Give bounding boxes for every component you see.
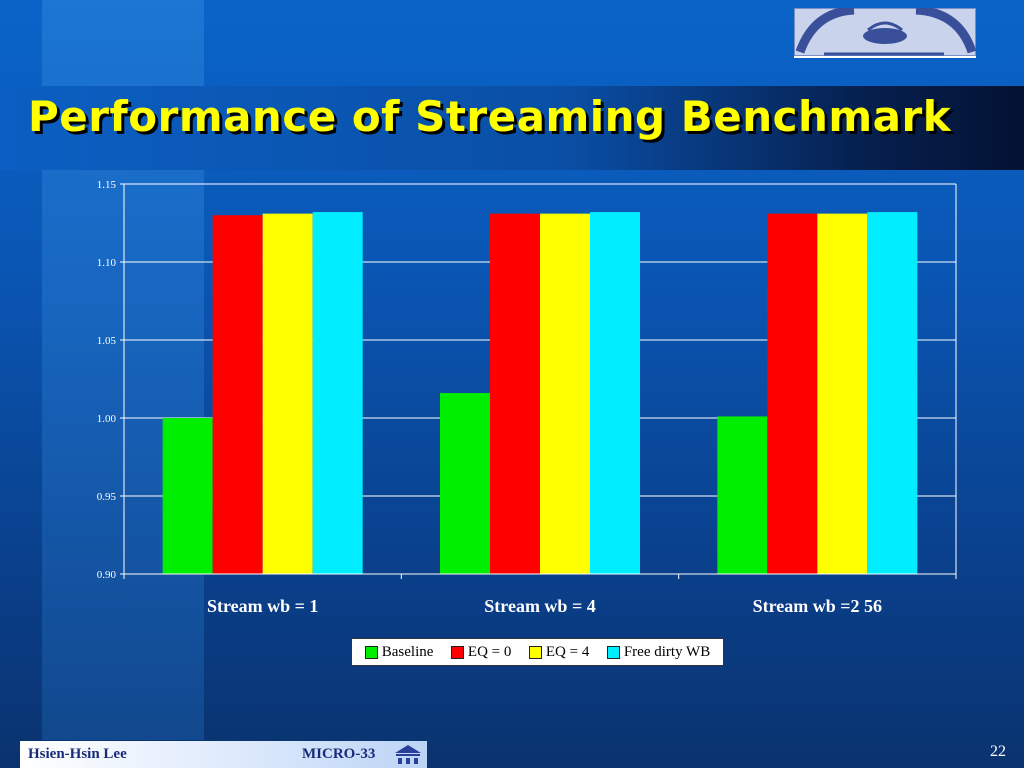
bar [867, 212, 918, 574]
legend-label-baseline: Baseline [381, 643, 434, 660]
bar [490, 213, 540, 574]
legend-swatch-eq4 [528, 645, 542, 659]
bar [817, 213, 868, 574]
chart-svg: 0.90 0.95 1.00 1.05 1.10 1.15 Stream wb = 1 Str… [97, 179, 957, 616]
legend-label-eq0: EQ = 0 [467, 643, 512, 660]
title-band [0, 86, 1024, 170]
y-tick-label: 1.05 [97, 335, 117, 347]
legend-item-baseline: Baseline [364, 643, 434, 661]
legend-item-eq4: EQ = 4 [528, 643, 590, 661]
y-tick-label: 1.15 [97, 179, 117, 191]
page-number: 22 [990, 743, 1006, 760]
bar [717, 416, 768, 574]
y-tick-label: 0.95 [97, 491, 117, 503]
bar [540, 213, 590, 574]
legend-item-free-dirty-wb: Free dirty WB [606, 643, 711, 661]
bars [162, 212, 918, 574]
x-category-label: Stream wb = 1 [207, 596, 318, 616]
y-tick-label: 1.00 [97, 413, 117, 425]
bar [767, 213, 818, 574]
legend-swatch-baseline [364, 645, 378, 659]
x-category-label: Stream wb = 4 [484, 596, 595, 616]
footer-author: Hsien-Hsin Lee [28, 746, 127, 762]
legend-swatch-eq0 [450, 645, 464, 659]
axes: 0.90 0.95 1.00 1.05 1.10 1.15 Stream wb = 1 Str… [97, 179, 957, 616]
bar [212, 215, 263, 574]
bar [590, 212, 640, 574]
y-tick-label: 0.90 [97, 569, 117, 581]
x-category-label: Stream wb =2 56 [753, 596, 882, 616]
legend-swatch-free-dirty-wb [606, 645, 620, 659]
legend-label-free-dirty-wb: Free dirty WB [623, 643, 711, 660]
bar [162, 418, 213, 574]
footer-conference: MICRO-33 [302, 746, 376, 762]
y-tick-label: 1.10 [97, 257, 117, 269]
chart-legend: Baseline EQ = 0 EQ = 4 Free dirty WB [351, 638, 724, 666]
legend-label-eq4: EQ = 4 [545, 643, 590, 660]
footer-bar: Hsien-Hsin Lee MICRO-33 [20, 741, 427, 768]
bar [440, 393, 490, 574]
building-icon [395, 745, 421, 764]
bar [262, 213, 313, 574]
university-seal-logo [794, 8, 976, 58]
legend-item-eq0: EQ = 0 [450, 643, 512, 661]
bar [312, 212, 363, 574]
slide-title: Performance of Streaming Benchmark [28, 92, 952, 141]
